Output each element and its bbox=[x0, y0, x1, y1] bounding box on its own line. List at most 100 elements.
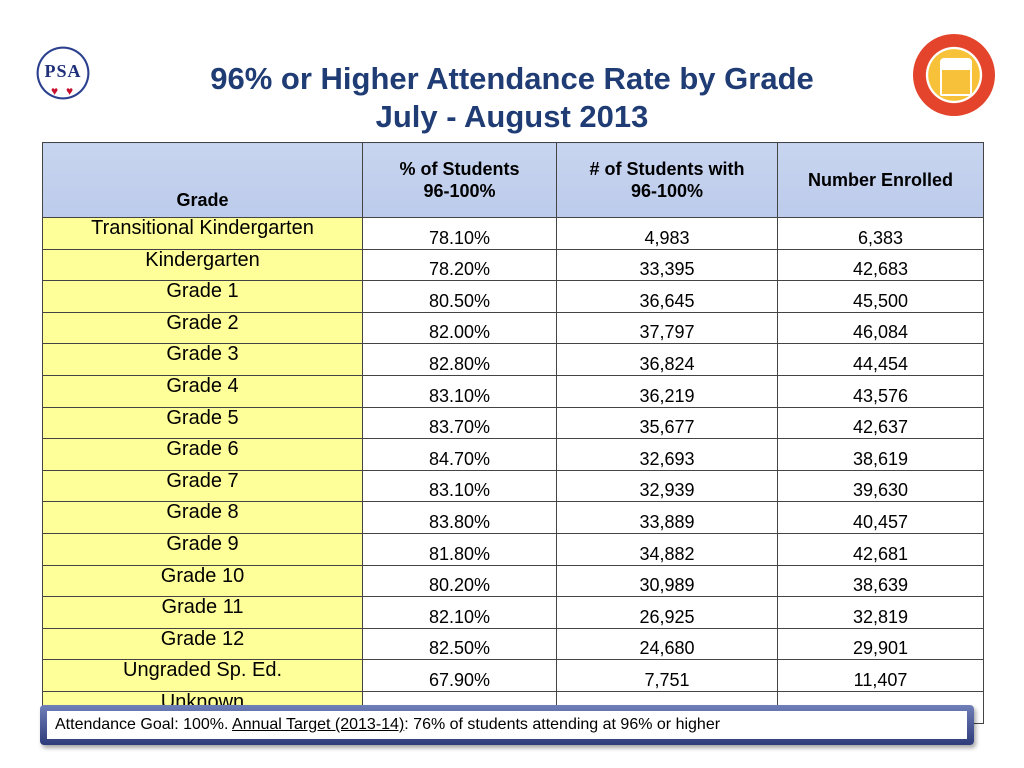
enrolled-cell: 32,819 bbox=[777, 596, 984, 629]
attendance-table: Grade % of Students 96-100% # of Student… bbox=[42, 142, 984, 724]
table-body: Transitional Kindergarten 78.10% 4,983 6,38… bbox=[42, 217, 984, 724]
pct-cell: 83.70% bbox=[362, 406, 557, 440]
enrolled-cell: 11,407 bbox=[777, 659, 984, 692]
enrolled-cell: 42,683 bbox=[777, 248, 984, 282]
col-header-count-line1: # of Students with bbox=[589, 159, 745, 179]
count-cell: 36,824 bbox=[556, 343, 778, 376]
seal-emblem bbox=[940, 58, 972, 96]
count-cell: 24,680 bbox=[556, 627, 778, 661]
pct-cell: 83.10% bbox=[362, 374, 557, 408]
count-cell: 32,693 bbox=[556, 438, 778, 471]
table-row: Transitional Kindergarten 78.10% 4,983 6,38… bbox=[42, 217, 984, 250]
enrolled-cell: 6,383 bbox=[777, 217, 984, 250]
table-row: Grade 9 81.80% 34,882 42,681 bbox=[42, 532, 984, 566]
table-row: Grade 8 83.80% 33,889 40,457 bbox=[42, 501, 984, 534]
enrolled-cell: 43,576 bbox=[777, 374, 984, 408]
col-header-pct: % of Students 96-100% bbox=[362, 142, 557, 218]
table-header-row: Grade % of Students 96-100% # of Student… bbox=[42, 142, 984, 218]
enrolled-cell: 45,500 bbox=[777, 280, 984, 313]
grade-cell: Transitional Kindergarten bbox=[42, 217, 363, 250]
count-cell: 36,219 bbox=[556, 374, 778, 408]
heart-icon: ♥ bbox=[66, 84, 74, 98]
grade-cell: Ungraded Sp. Ed. bbox=[42, 659, 363, 692]
pct-cell: 67.90% bbox=[362, 659, 557, 692]
count-cell: 33,395 bbox=[556, 248, 778, 282]
pct-cell: 78.20% bbox=[362, 248, 557, 282]
pct-cell: 81.80% bbox=[362, 532, 557, 566]
col-header-count: # of Students with 96-100% bbox=[556, 142, 778, 218]
table-row: Kindergarten 78.20% 33,395 42,683 bbox=[42, 248, 984, 282]
count-cell: 33,889 bbox=[556, 501, 778, 534]
grade-cell: Grade 9 bbox=[42, 532, 363, 566]
grade-cell: Grade 12 bbox=[42, 627, 363, 661]
title-line-2: July - August 2013 bbox=[375, 99, 649, 134]
grade-cell: Grade 6 bbox=[42, 438, 363, 471]
count-cell: 34,882 bbox=[556, 532, 778, 566]
col-header-count-line2: 96-100% bbox=[630, 181, 704, 201]
grade-cell: Grade 3 bbox=[42, 343, 363, 376]
table-row: Grade 4 83.10% 36,219 43,576 bbox=[42, 374, 984, 408]
grade-cell: Grade 11 bbox=[42, 596, 363, 629]
title-line-1: 96% or Higher Attendance Rate by Grade bbox=[210, 61, 814, 96]
pct-cell: 84.70% bbox=[362, 438, 557, 471]
psa-logo-text: PSA bbox=[44, 61, 82, 81]
district-seal-logo bbox=[913, 34, 995, 116]
footer-goal: Attendance Goal: 100%. bbox=[55, 716, 229, 733]
page-title: 96% or Higher Attendance Rate by Grade J… bbox=[120, 60, 904, 136]
enrolled-cell: 44,454 bbox=[777, 343, 984, 376]
grade-cell: Grade 1 bbox=[42, 280, 363, 313]
pct-cell: 82.00% bbox=[362, 311, 557, 345]
pct-cell: 83.10% bbox=[362, 469, 557, 503]
table-row: Grade 1 80.50% 36,645 45,500 bbox=[42, 280, 984, 313]
enrolled-cell: 40,457 bbox=[777, 501, 984, 534]
pct-cell: 82.50% bbox=[362, 627, 557, 661]
grade-cell: Grade 4 bbox=[42, 374, 363, 408]
enrolled-cell: 42,637 bbox=[777, 406, 984, 440]
grade-cell: Grade 8 bbox=[42, 501, 363, 534]
count-cell: 30,989 bbox=[556, 564, 778, 598]
grade-cell: Grade 10 bbox=[42, 564, 363, 598]
footer-banner: Attendance Goal: 100%. Annual Target (20… bbox=[40, 705, 974, 745]
pct-cell: 82.80% bbox=[362, 343, 557, 376]
table-row: Grade 5 83.70% 35,677 42,637 bbox=[42, 406, 984, 440]
col-header-pct-line1: % of Students bbox=[399, 159, 520, 179]
grade-cell: Grade 7 bbox=[42, 469, 363, 503]
count-cell: 7,751 bbox=[556, 659, 778, 692]
table-row: Grade 11 82.10% 26,925 32,819 bbox=[42, 596, 984, 629]
table-row: Grade 7 83.10% 32,939 39,630 bbox=[42, 469, 984, 503]
table-row: Grade 6 84.70% 32,693 38,619 bbox=[42, 438, 984, 471]
pct-cell: 80.50% bbox=[362, 280, 557, 313]
footer-target-label: Annual Target (2013-14) bbox=[232, 716, 405, 733]
count-cell: 26,925 bbox=[556, 596, 778, 629]
enrolled-cell: 29,901 bbox=[777, 627, 984, 661]
col-header-enrolled: Number Enrolled bbox=[777, 142, 984, 218]
enrolled-cell: 46,084 bbox=[777, 311, 984, 345]
table-row: Grade 10 80.20% 30,989 38,639 bbox=[42, 564, 984, 598]
col-header-grade: Grade bbox=[42, 142, 363, 218]
col-header-pct-line2: 96-100% bbox=[423, 181, 496, 201]
heart-icon: ♥ bbox=[51, 84, 59, 98]
enrolled-cell: 42,681 bbox=[777, 532, 984, 566]
count-cell: 36,645 bbox=[556, 280, 778, 313]
count-cell: 35,677 bbox=[556, 406, 778, 440]
pct-cell: 78.10% bbox=[362, 217, 557, 250]
count-cell: 4,983 bbox=[556, 217, 778, 250]
enrolled-cell: 38,619 bbox=[777, 438, 984, 471]
table-row: Grade 12 82.50% 24,680 29,901 bbox=[42, 627, 984, 661]
pct-cell: 82.10% bbox=[362, 596, 557, 629]
enrolled-cell: 39,630 bbox=[777, 469, 984, 503]
grade-cell: Grade 5 bbox=[42, 406, 363, 440]
table-row: Grade 3 82.80% 36,824 44,454 bbox=[42, 343, 984, 376]
footer-target-text: : 76% of students attending at 96% or hi… bbox=[404, 716, 721, 733]
psa-logo: PSA ♥ ♥ bbox=[26, 36, 100, 110]
pct-cell: 83.80% bbox=[362, 501, 557, 534]
table-row: Ungraded Sp. Ed. 67.90% 7,751 11,407 bbox=[42, 659, 984, 692]
pct-cell: 80.20% bbox=[362, 564, 557, 598]
table-row: Grade 2 82.00% 37,797 46,084 bbox=[42, 311, 984, 345]
enrolled-cell: 38,639 bbox=[777, 564, 984, 598]
footer-text: Attendance Goal: 100%. Annual Target (20… bbox=[47, 711, 967, 739]
grade-cell: Grade 2 bbox=[42, 311, 363, 345]
count-cell: 32,939 bbox=[556, 469, 778, 503]
count-cell: 37,797 bbox=[556, 311, 778, 345]
grade-cell: Kindergarten bbox=[42, 248, 363, 282]
